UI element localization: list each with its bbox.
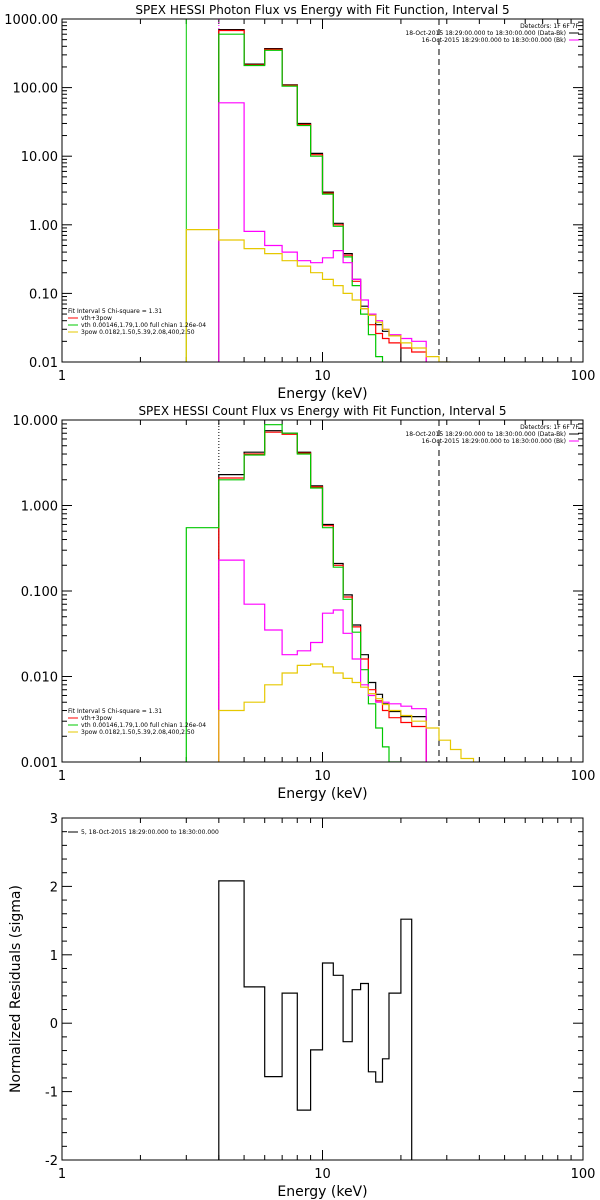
y-tick-label: 1.000: [21, 500, 58, 515]
series-step-5: [185, 229, 451, 362]
y-tick-label: 1.00: [29, 219, 58, 234]
y-axis-label: Normalized Residuals (sigma): [8, 885, 24, 1093]
series-step-3: [218, 33, 390, 362]
x-tick-label: 10: [314, 369, 331, 384]
x-axis-label: Energy (keV): [277, 1184, 367, 1200]
annotation-text: Detectors: 1F 6F 7F: [520, 424, 579, 431]
chart-panel-2: SPEX HESSI Count Flux vs Energy with Fit…: [13, 404, 596, 802]
y-minor-ticks: [62, 831, 583, 1147]
y-minor-ticks: [62, 423, 583, 737]
annotation-text: 16-Oct-2015 18:29:00.000 to 18:30:00.000…: [422, 438, 566, 445]
plot-frame: [61, 18, 584, 363]
x-tick-label: 100: [571, 369, 596, 384]
legend-entry: 5, 18-Oct-2015 18:29:00.000 to 18:30:00.…: [81, 829, 219, 836]
y-tick-label: 10.000: [13, 414, 59, 429]
y-tick-label: 0.100: [21, 585, 58, 600]
chart-panel-3: 1 10 100 -2 -1 0 1 2 3 Energy (keV) Normalized Res…: [8, 812, 595, 1200]
y-tick-label: 1000.00: [4, 13, 58, 28]
chart-title: SPEX HESSI Count Flux vs Energy with Fit…: [138, 404, 506, 418]
y-tick-label: 0.001: [21, 756, 58, 771]
series-step-2: [218, 29, 427, 362]
plot-data: [185, 420, 475, 762]
x-tick-label: 1: [58, 369, 66, 384]
y-tick-label: 10.00: [21, 150, 58, 165]
y-tick-label: -2: [45, 1154, 58, 1169]
series-step-4: [218, 559, 427, 762]
x-minor-ticks: [139, 19, 572, 362]
series-step-3: [185, 424, 401, 762]
legend-entry: 3pow 0.0182,1.50,5.39,2.08,400,2.50: [81, 329, 195, 336]
legend-entry: vth+3pow: [81, 715, 112, 722]
x-tick-label: 10: [314, 769, 331, 784]
y-tick-label: 0.010: [21, 671, 58, 686]
y-tick-label: 2: [50, 880, 58, 895]
legend-entry: vth 0.00146,1.79,1.00 full chian 1.26e-0…: [81, 322, 206, 329]
annotation-text: 16-Oct-2015 18:29:00.000 to 18:30:00.000…: [422, 37, 566, 44]
x-tick-label: 100: [571, 769, 596, 784]
plot-data: [185, 19, 451, 362]
y-tick-label: 100.00: [13, 82, 59, 97]
legend: Fit Interval 5 Chi-square = 1.31vth+3pow…: [68, 308, 206, 336]
plot-frame: [61, 817, 584, 1161]
y-minor-ticks: [62, 21, 583, 342]
x-tick-label: 1: [58, 769, 66, 784]
legend: Fit Interval 5 Chi-square = 1.31vth+3pow…: [68, 708, 206, 736]
x-tick-label: 1: [58, 1167, 66, 1182]
annotation-text: 18-Oct-2015 18:29:00.000 to 18:30:00.000…: [405, 30, 566, 37]
series-step-4: [218, 102, 427, 362]
series-step-1: [218, 880, 413, 1160]
series-step-5: [218, 663, 475, 762]
series-step-1: [218, 430, 427, 762]
x-tick-label: 10: [314, 1167, 331, 1182]
chart-title: SPEX HESSI Photon Flux vs Energy with Fi…: [135, 3, 509, 17]
x-minor-ticks: [139, 420, 572, 762]
legend-entry: vth 0.00146,1.79,1.00 full chian 1.26e-0…: [81, 722, 206, 729]
y-tick-label: 0.01: [29, 356, 58, 371]
legend-entry: Fit Interval 5 Chi-square = 1.31: [68, 308, 162, 315]
y-tick-label: 0.10: [29, 287, 58, 302]
y-tick-label: -1: [45, 1086, 58, 1101]
legend: 5, 18-Oct-2015 18:29:00.000 to 18:30:00.…: [68, 829, 219, 836]
x-axis-label: Energy (keV): [277, 786, 367, 802]
x-axis-label: Energy (keV): [277, 386, 367, 402]
chart-panel-1: SPEX HESSI Photon Flux vs Energy with Fi…: [4, 3, 595, 402]
series-step-1: [218, 29, 402, 362]
legend-entry: Fit Interval 5 Chi-square = 1.31: [68, 708, 162, 715]
annotation-text: 18-Oct-2015 18:29:00.000 to 18:30:00.000…: [405, 431, 566, 438]
y-tick-label: 3: [50, 812, 58, 827]
plot-frame: [61, 419, 584, 763]
legend-entry: 3pow 0.0182,1.50,5.39,2.08,400,2.50: [81, 729, 195, 736]
series-step-2: [218, 431, 427, 762]
y-tick-label: 1: [50, 949, 58, 964]
plot-data: [218, 880, 413, 1160]
x-tick-label: 100: [571, 1167, 596, 1182]
x-minor-ticks: [139, 818, 572, 1160]
y-tick-label: 0: [50, 1017, 58, 1032]
annotation-text: Detectors: 1F 6F 7F: [520, 23, 579, 30]
legend-entry: vth+3pow: [81, 315, 112, 322]
